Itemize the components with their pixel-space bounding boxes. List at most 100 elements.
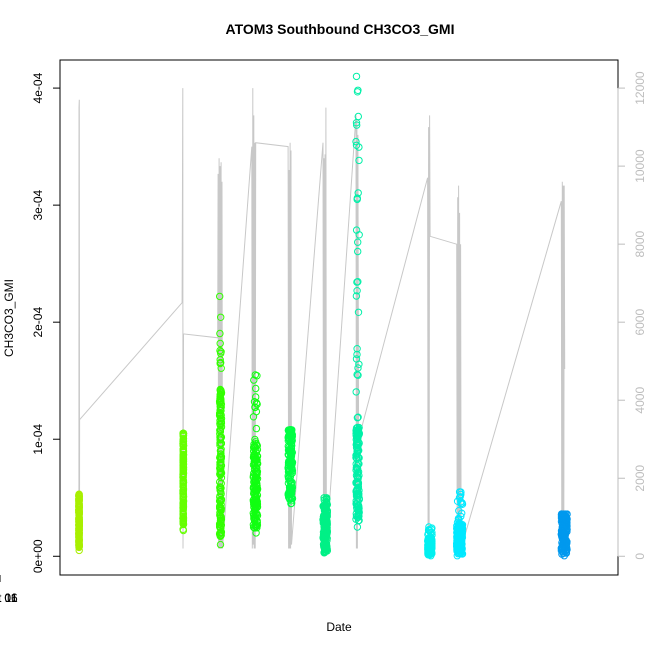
- data-point: [179, 517, 188, 525]
- data-point: [563, 522, 571, 530]
- data-point: [352, 464, 361, 472]
- data-point: [353, 278, 361, 286]
- data-point: [353, 345, 361, 353]
- data-point: [216, 412, 224, 420]
- data-point: [216, 329, 224, 338]
- data-point: [457, 490, 465, 499]
- y2-tick-label: 0: [633, 553, 647, 560]
- data-point: [353, 462, 362, 470]
- data-point: [75, 529, 83, 538]
- data-point: [75, 503, 83, 512]
- data-point: [216, 486, 224, 494]
- data-point: [453, 524, 461, 533]
- data-point: [216, 523, 225, 532]
- data-point: [355, 423, 363, 432]
- x-tick-label: Oct 06: [0, 591, 18, 605]
- data-point: [251, 522, 260, 530]
- y-tick-label: 0e+00: [31, 539, 45, 573]
- data-point: [216, 468, 225, 477]
- data-point: [216, 430, 224, 438]
- y-tick-label: 4e-04: [31, 72, 45, 103]
- data-point: [179, 458, 188, 466]
- data-point: [288, 466, 297, 475]
- data-point: [354, 513, 363, 521]
- data-point: [287, 430, 295, 438]
- data-point: [253, 517, 261, 526]
- data-point: [352, 119, 361, 127]
- data-point: [179, 504, 187, 512]
- data-point: [217, 450, 225, 458]
- data-point: [352, 292, 361, 300]
- data-point: [252, 504, 260, 512]
- data-point: [216, 339, 224, 348]
- data-point: [353, 370, 361, 379]
- chart-title: ATOM3 Southbound CH3CO3_GMI: [226, 21, 455, 37]
- point-group-9: [453, 488, 467, 560]
- data-point: [75, 500, 83, 508]
- data-point: [354, 308, 363, 316]
- data-point: [287, 499, 296, 507]
- data-point: [179, 483, 187, 491]
- data-point: [353, 121, 361, 129]
- data-point: [216, 484, 224, 492]
- data-point: [179, 500, 187, 508]
- data-point: [352, 454, 360, 462]
- data-point: [319, 534, 327, 542]
- data-point: [457, 499, 465, 508]
- data-point: [217, 513, 225, 522]
- data-point: [217, 496, 225, 505]
- data-point: [75, 506, 83, 514]
- data-point: [250, 490, 259, 498]
- data-point: [320, 494, 328, 502]
- data-point: [217, 313, 225, 321]
- data-point: [354, 431, 362, 439]
- data-point: [250, 511, 258, 519]
- data-point: [252, 384, 260, 393]
- data-point: [75, 526, 83, 534]
- data-point: [216, 523, 224, 531]
- data-point: [216, 504, 225, 512]
- data-point: [253, 458, 261, 467]
- point-group-8: [424, 523, 436, 560]
- data-point: [454, 516, 463, 524]
- x-tick-label: Oct 11: [0, 591, 18, 605]
- axes-layer: Oct 01Oct 06Oct 11 0e+00 1e-04 2e-04 3e-04 4e…: [0, 71, 647, 605]
- data-point: [424, 537, 432, 546]
- data-point: [355, 429, 363, 437]
- data-point: [179, 429, 188, 438]
- data-point: [287, 444, 295, 452]
- data-point: [457, 488, 465, 496]
- data-point: [217, 423, 226, 431]
- data-point: [352, 509, 360, 518]
- data-point: [288, 448, 296, 457]
- data-point: [558, 528, 567, 537]
- point-group-10: [557, 510, 571, 560]
- data-point: [216, 493, 224, 501]
- data-point: [75, 518, 83, 526]
- data-point: [352, 355, 361, 363]
- data-point: [284, 468, 293, 476]
- data-point: [216, 356, 224, 364]
- data-point: [457, 548, 465, 556]
- data-point: [355, 143, 363, 151]
- data-point: [557, 514, 566, 522]
- data-point: [250, 440, 258, 448]
- y-tick-label: 3e-04: [31, 189, 45, 220]
- y2-tick-label: 10000: [633, 149, 647, 183]
- data-point: [75, 493, 83, 501]
- data-point: [354, 371, 362, 379]
- y2-tick-label: 4000: [633, 387, 647, 414]
- y2-tick-label: 6000: [633, 309, 647, 336]
- data-point: [216, 471, 225, 479]
- x-axis-title: Date: [326, 620, 352, 634]
- data-point: [216, 292, 224, 301]
- data-point: [353, 449, 361, 458]
- data-point: [252, 407, 261, 416]
- data-point: [354, 238, 362, 246]
- y2-tick-label: 8000: [633, 230, 647, 257]
- data-point: [424, 544, 433, 553]
- plot-frame: [59, 59, 619, 576]
- y2-tick-label: 12000: [633, 71, 647, 105]
- data-point: [352, 72, 361, 81]
